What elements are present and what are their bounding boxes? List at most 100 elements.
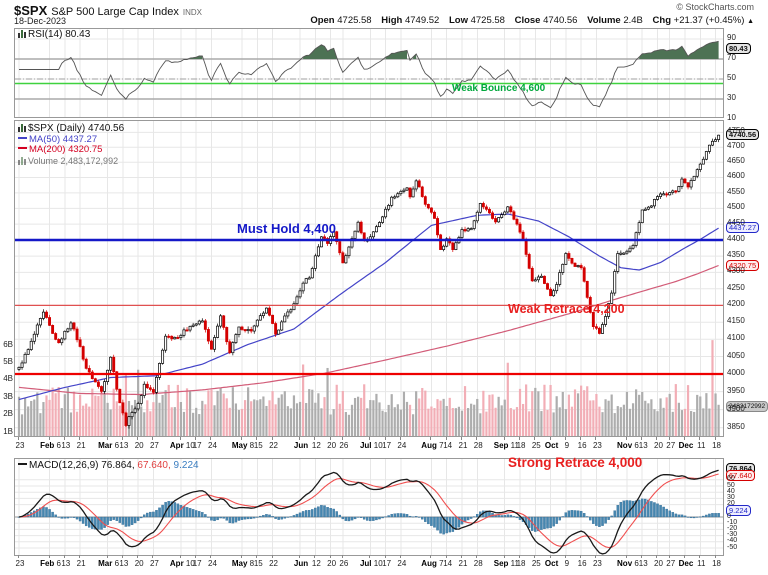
date-tick-label: 17 [192,441,202,450]
date-tick-mark [137,437,139,440]
date-tick-mark [625,437,627,440]
high-value: 4749.52 [404,15,440,26]
date-tick-label: Apr 10 [169,559,195,568]
macd-value-box: 76.864 [726,463,755,475]
date-tick-label: 23 [15,441,25,450]
date-tick-label: 26 [339,559,349,568]
date-tick-mark [549,437,551,440]
price-tick-label: 4650 [727,156,745,166]
date-tick-label: Aug 7 [421,559,444,568]
date-tick-label: 12 [311,559,321,568]
date-tick-label: 11 [697,559,706,568]
date-tick-label: Oct [544,441,559,450]
date-tick-mark [503,437,505,440]
date-tick-mark [152,437,154,440]
rsi-tick-label: 90 [727,33,736,42]
date-tick-label: 23 [15,559,25,568]
date-tick-label: 12 [311,441,321,450]
rsi-tick-label: 50 [727,73,736,82]
macd-tick-label: -10 [727,518,738,526]
date-tick-label: Feb 6 [40,441,61,450]
quote-values: Open 4725.58 High 4749.52 Low 4725.58 Cl… [303,15,754,26]
price-tick-label: 4050 [727,350,745,360]
price-tick-label: 4200 [727,299,745,309]
symbol-name: S&P 500 Large Cap Index [51,6,179,18]
date-tick-mark [683,437,685,440]
date-tick-mark [580,437,582,440]
volume-label: Volume [587,15,621,26]
date-tick-label: Aug 7 [421,441,444,450]
open-label: Open [310,15,335,26]
macd-tick-label: 60 [727,475,735,483]
exchange: INDX [182,8,202,17]
date-tick-mark [329,437,331,440]
date-tick-mark [369,437,371,440]
hist-value-box: 9.224 [726,505,751,517]
price-tick-label: 4400 [727,233,745,243]
volume-tick-label: 1B [3,426,13,436]
price-tick-label: 3900 [727,403,745,413]
date-tick-label: 9 [564,559,570,568]
date-tick-label: Nov 6 [617,441,639,450]
date-tick-mark [519,437,521,440]
date-tick-label: 13 [638,441,648,450]
date-tick-label: Dec [678,559,694,568]
ma50-value-box: 4437.27 [726,222,760,234]
date-tick-label: 9 [564,441,570,450]
date-tick-label: 18 [516,559,526,568]
price-tick-label: 3950 [727,385,745,395]
date-tick-label: Jun [293,559,309,568]
price-tick-label: 4150 [727,316,745,326]
volume-tick-label: 5B [3,357,13,366]
date-tick-mark [384,437,386,440]
date-tick-label: May 8 [231,559,255,568]
rsi-last-value-box: 80.43 [726,42,751,54]
date-tick-mark [399,437,401,440]
date-tick-label: 27 [666,441,676,450]
high-label: High [381,15,403,26]
date-tick-label: 28 [473,559,483,568]
price-tick-label: 4550 [727,186,745,196]
date-tick-label: 21 [458,559,468,568]
date-tick-label: 20 [327,559,337,568]
rsi-panel [14,28,724,118]
volume-value-box: 2483172992 [726,400,768,412]
date-tick-label: 24 [397,559,407,568]
open-value: 4725.58 [337,15,372,26]
price-tick-label: 4600 [727,171,745,181]
macd-panel [14,458,724,556]
macd-tick-label: -50 [727,543,738,551]
date-tick-label: 27 [149,441,159,450]
copyright: © StockCharts.com [676,2,754,12]
volume-value: 2.4B [623,15,643,26]
date-tick-label: Mar 6 [98,441,120,450]
macd-tick-label: 0 [727,512,731,520]
ma200-value-box: 4320.75 [726,259,760,271]
date-tick-label: 25 [531,441,541,450]
date-tick-label: Dec [678,441,694,450]
macd-tick-label: -30 [727,531,738,539]
date-tick-label: Mar 6 [98,559,120,568]
date-tick-mark [445,437,447,440]
date-tick-label: 18 [516,441,526,450]
date-tick-label: 16 [577,559,587,568]
date-tick-label: 21 [76,559,86,568]
date-tick-label: 26 [339,441,349,450]
date-tick-label: May 8 [231,441,255,450]
date-tick-label: 22 [269,559,279,568]
price-tick-label: 4250 [727,282,745,292]
price-tick-label: 4300 [727,266,745,276]
date-tick-mark [79,437,81,440]
date-tick-mark [476,437,478,440]
signal-value-box: 67.640 [726,470,755,482]
macd-tick-label: 50 [727,481,735,489]
macd-tick-label: 40 [727,487,735,495]
close-value: 4740.56 [543,15,578,26]
date-tick-label: 20 [654,441,663,450]
volume-tick-label: 3B [3,391,13,401]
date-tick-mark [256,437,258,440]
quote-row: 18-Dec-2023 Open 4725.58 High 4749.52 Lo… [14,15,754,27]
date-tick-label: 15 [253,441,263,450]
price-tick-label: 3850 [727,421,745,431]
date-tick-label: 13 [119,441,129,450]
